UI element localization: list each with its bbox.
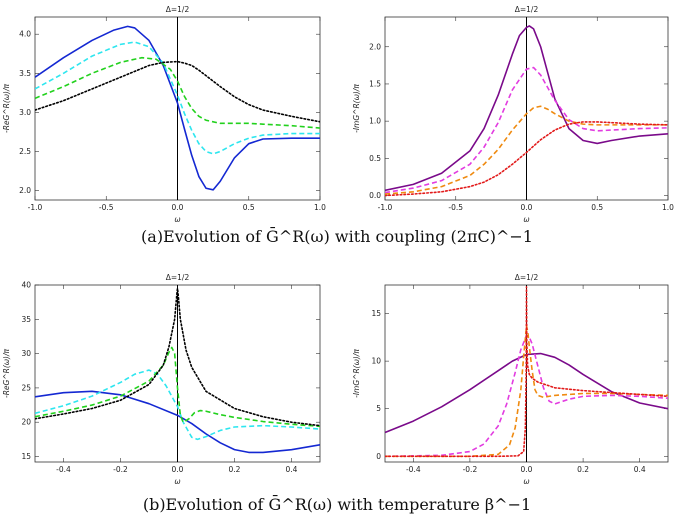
y-tick-label: 0.5: [369, 154, 381, 163]
y-tick-label: 4.0: [19, 30, 31, 39]
y-tick-label: 15: [371, 309, 381, 318]
x-tick-label: 0.2: [229, 465, 241, 474]
chart-panel-a-re: Δ=1/2 -1.0 -0.5 0.0 0.5 1.0 2.0 2.5 3.0 3.5 4.0 ω -R…: [2, 5, 326, 224]
x-tick-label: -0.4: [406, 465, 421, 474]
y-tick-label: 20: [21, 418, 31, 427]
x-tick-label: 0.0: [521, 465, 533, 474]
y-tick-label: 15: [21, 452, 31, 461]
x-tick-label: 0.5: [591, 203, 603, 212]
x-tick-label: -1.0: [28, 203, 43, 212]
y-axis-label: -ImG^R(ω)/π: [352, 84, 361, 133]
x-tick-label: 0.4: [286, 465, 298, 474]
x-tick-label: 1.0: [662, 203, 674, 212]
x-tick-label: -0.2: [113, 465, 128, 474]
x-tick-label: -0.5: [448, 203, 463, 212]
series-line-orange: [385, 105, 668, 195]
x-tick-label: 0.4: [634, 465, 646, 474]
y-tick-label: 10: [371, 357, 381, 366]
y-tick-label: 1.5: [369, 79, 381, 88]
x-axis-label: ω: [174, 477, 180, 486]
series-line-magenta: [385, 334, 668, 458]
x-tick-label: 0.0: [521, 203, 533, 212]
x-tick-label: -1.0: [378, 203, 393, 212]
chart-panel-b-im: Δ=1/2 -0.4 -0.2 0.0 0.2 0.4 0 5 10 15 ω -ImG^R(ω)/π: [352, 273, 669, 486]
x-tick-label: 1.0: [314, 203, 326, 212]
y-tick-label: 30: [21, 349, 31, 358]
y-tick-label: 3.5: [19, 69, 31, 78]
caption-a: (a)Evolution of Ḡ^R(ω) with coupling (2π…: [141, 225, 533, 246]
series-line-green: [35, 346, 320, 428]
x-axis-label: ω: [174, 215, 180, 224]
y-tick-label: 25: [21, 383, 31, 392]
chart-panel-a-im: Δ=1/2 -1.0 -0.5 0.0 0.5 1.0 0.0 0.5 1.0 1.5 2.0 ω -I…: [352, 5, 674, 224]
y-tick-label: 0.0: [369, 191, 381, 200]
y-tick-label: 40: [21, 281, 31, 290]
series-line-cyan: [35, 41, 320, 155]
x-tick-label: -0.5: [99, 203, 114, 212]
y-tick-label: 2.5: [19, 147, 31, 156]
x-tick-label: 0.0: [172, 465, 184, 474]
panel-title: Δ=1/2: [515, 5, 539, 14]
y-axis-label: -ImG^R(ω)/π: [352, 349, 361, 398]
y-tick-label: 1.0: [369, 117, 381, 126]
series-line-black: [35, 287, 320, 427]
x-tick-label: 0.2: [577, 465, 589, 474]
series-line-black: [35, 60, 320, 123]
y-axis-label: -ReG^R(ω)/π: [2, 84, 11, 133]
series-line-purple: [385, 352, 668, 434]
x-tick-label: 0.0: [172, 203, 184, 212]
panel-title: Δ=1/2: [166, 5, 190, 14]
panel-title: Δ=1/2: [166, 273, 190, 282]
y-tick-label: 3.0: [19, 108, 31, 117]
series-line-purple: [385, 25, 668, 192]
x-tick-label: 0.5: [243, 203, 255, 212]
caption-b: (b)Evolution of Ḡ^R(ω) with temperature …: [143, 493, 531, 514]
series-line-blue: [35, 390, 320, 454]
x-axis-label: ω: [523, 215, 529, 224]
x-tick-label: -0.2: [463, 465, 478, 474]
y-axis-label: -ReG^R(ω)/π: [2, 349, 11, 398]
panel-title: Δ=1/2: [515, 273, 539, 282]
x-tick-label: -0.4: [56, 465, 71, 474]
series-line-cyan: [35, 369, 320, 441]
series-line-red: [385, 121, 668, 197]
y-tick-label: 2.0: [369, 42, 381, 51]
y-tick-label: 5: [376, 404, 381, 413]
series-line-orange: [385, 325, 668, 458]
series-line-magenta: [385, 66, 668, 194]
series-line-green: [35, 56, 320, 129]
y-tick-label: 35: [21, 315, 31, 324]
y-tick-label: 2.0: [19, 186, 31, 195]
x-axis-label: ω: [523, 477, 529, 486]
series-line-blue: [35, 25, 320, 191]
y-tick-label: 0: [376, 452, 381, 461]
series-line-red: [385, 286, 668, 458]
chart-panel-b-re: Δ=1/2 -0.4 -0.2 0.0 0.2 0.4 15 20 25 30 35 40 ω -ReG^…: [2, 273, 321, 486]
